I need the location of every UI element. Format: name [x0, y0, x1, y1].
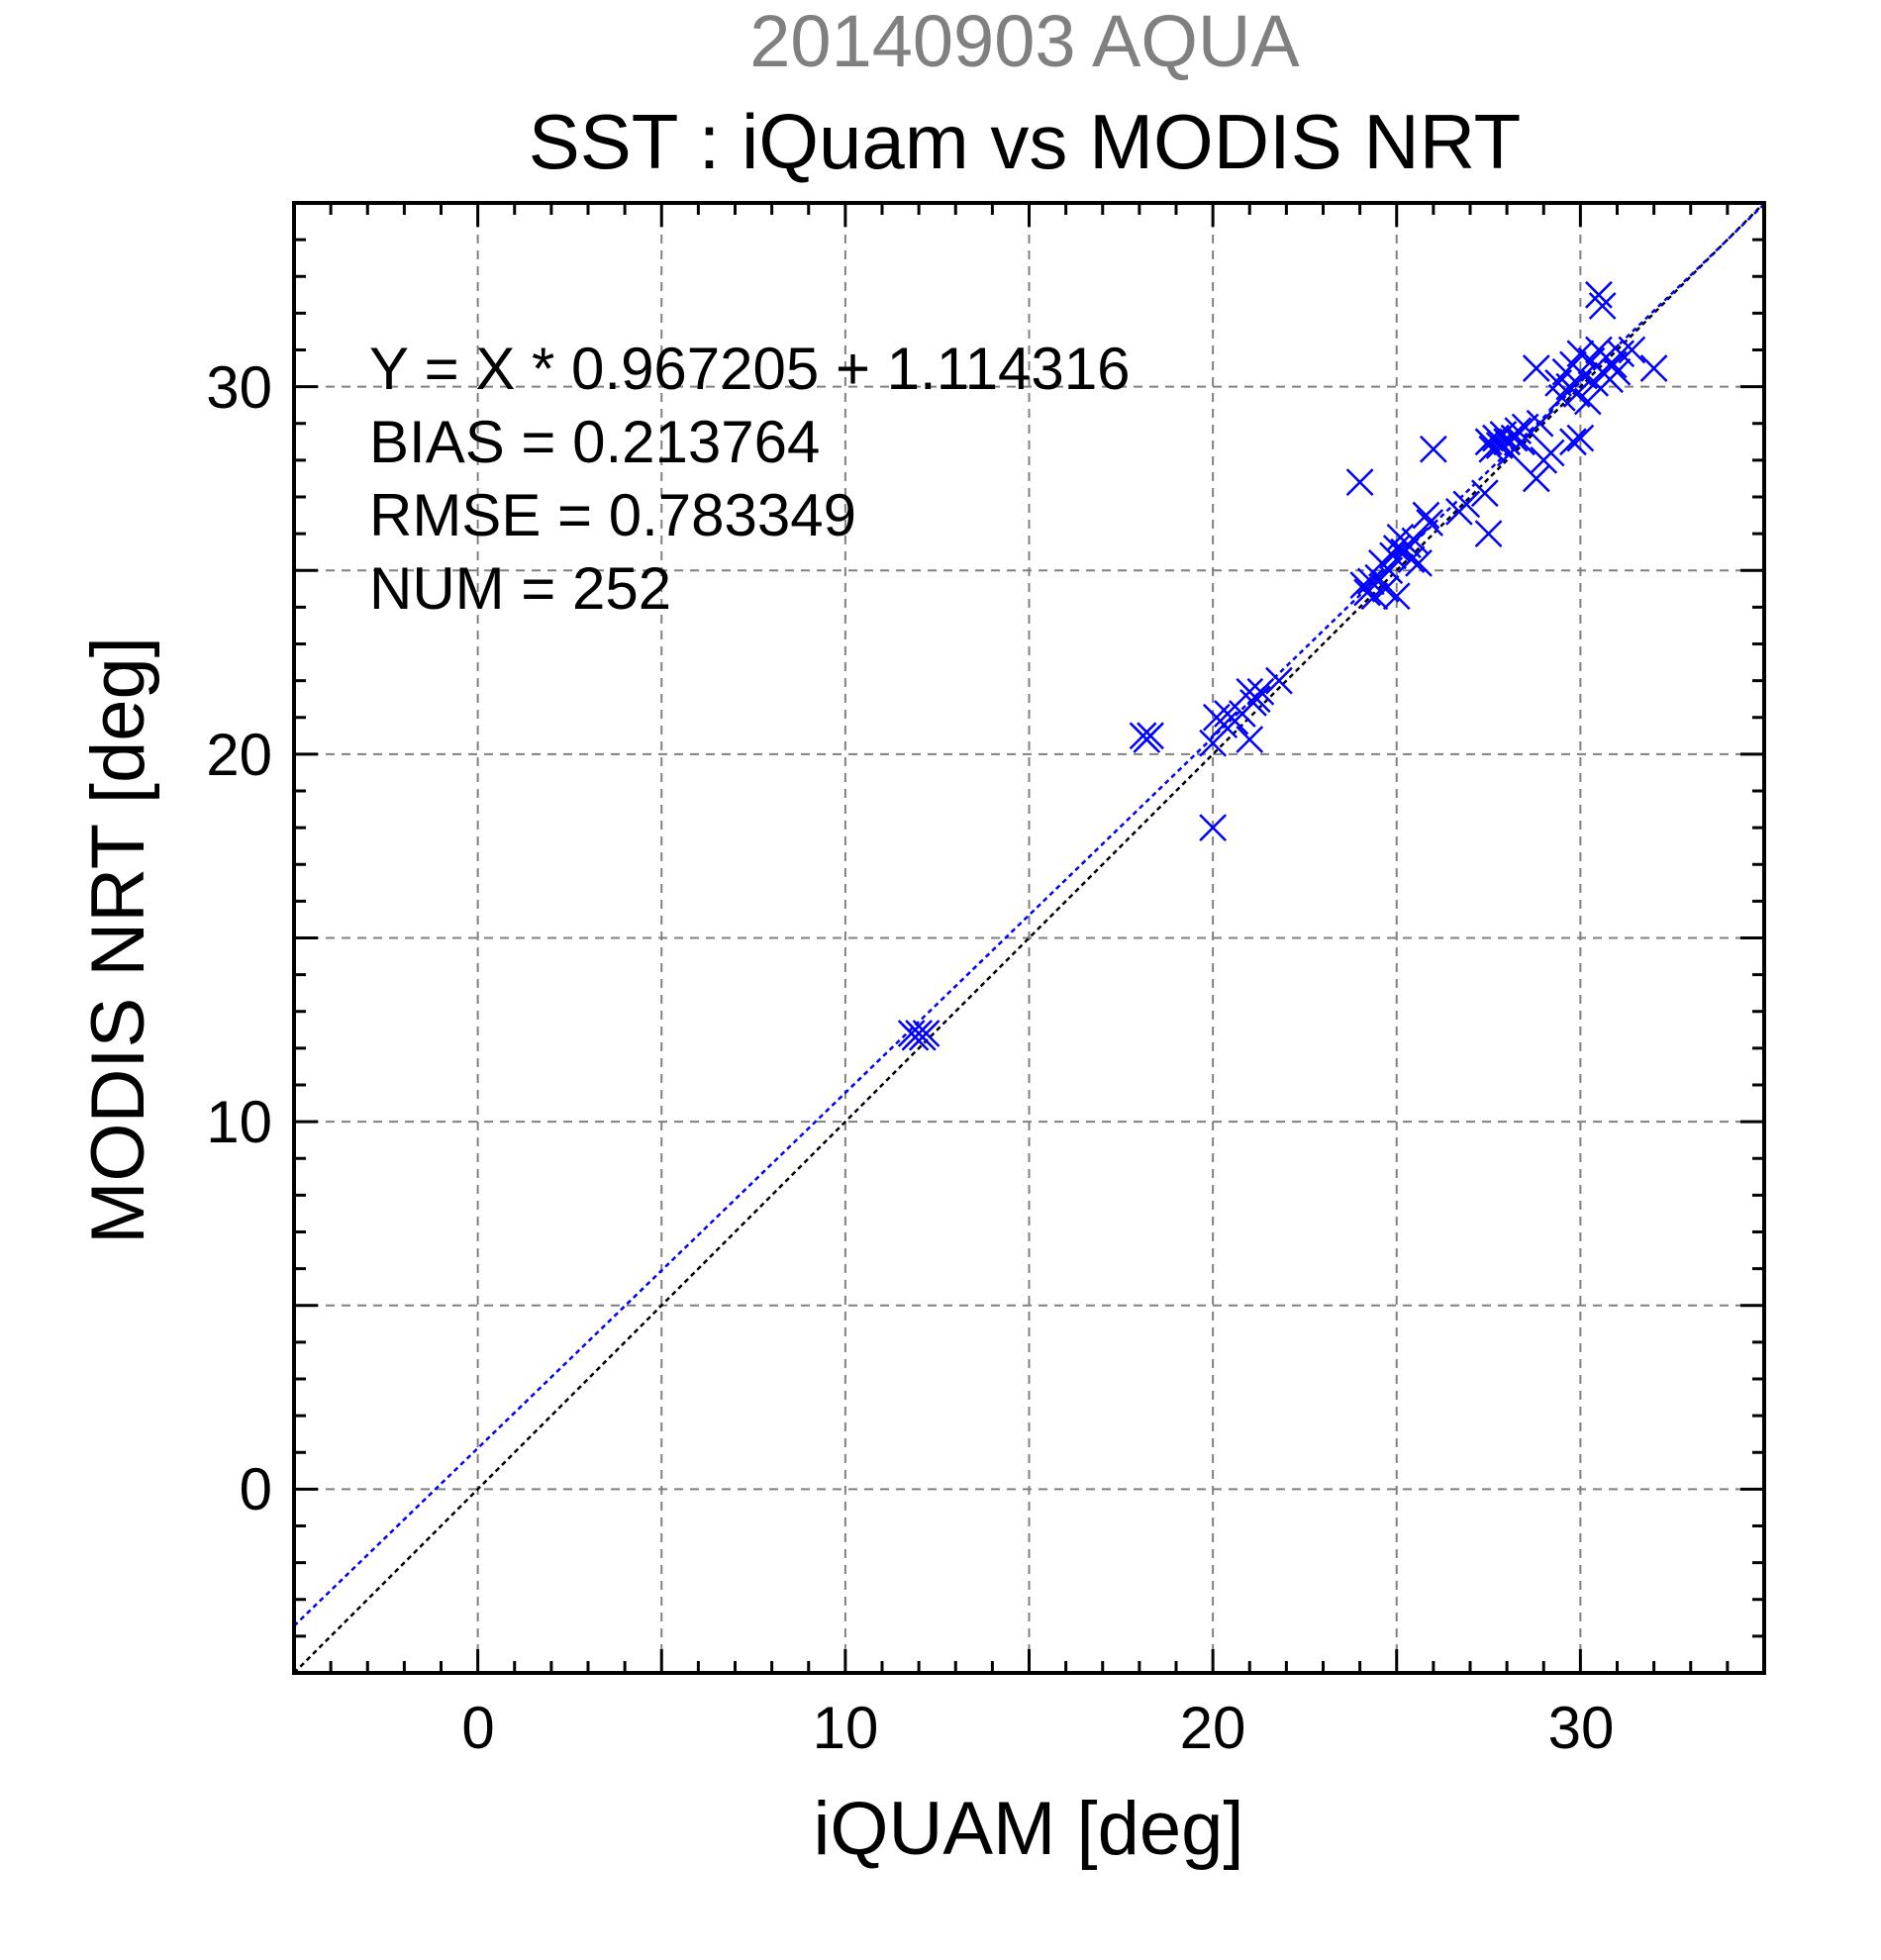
data-point	[1210, 711, 1238, 739]
data-points	[897, 280, 1668, 1051]
rmse-stat: RMSE = 0.783349	[369, 482, 856, 548]
data-point	[1242, 685, 1271, 714]
data-point	[1522, 464, 1550, 493]
stats-box: Y = X * 0.967205 + 1.114316 BIAS = 0.213…	[369, 336, 1130, 622]
data-point	[912, 1020, 940, 1047]
num-stat: NUM = 252	[369, 555, 671, 622]
data-point	[1639, 354, 1668, 382]
data-point	[1603, 357, 1632, 386]
y-tick-label: 0	[240, 1456, 272, 1522]
x-tick-label: 30	[1548, 1695, 1615, 1761]
y-tick-label: 20	[206, 722, 272, 788]
data-point	[1573, 387, 1602, 416]
identity-line	[293, 202, 1765, 1674]
data-point	[1559, 428, 1587, 456]
x-tick-label: 0	[461, 1695, 494, 1761]
data-point	[1265, 666, 1293, 695]
data-point	[1405, 548, 1433, 577]
data-point	[1607, 340, 1635, 368]
data-point	[1536, 439, 1565, 467]
data-point	[1416, 509, 1444, 537]
x-tick-labels: 0 10 20 30	[461, 1695, 1614, 1761]
x-tick-label: 10	[813, 1695, 879, 1761]
data-point	[1526, 409, 1554, 438]
data-point	[1199, 729, 1228, 757]
chart-supertitle: 20140903 AQUA	[749, 0, 1300, 82]
data-point	[1397, 545, 1426, 573]
regression-lines	[293, 202, 1765, 1674]
data-point	[1236, 726, 1264, 753]
fit-equation: Y = X * 0.967205 + 1.114316	[369, 336, 1130, 402]
data-point	[1522, 354, 1550, 382]
grid-lines	[294, 203, 1764, 1673]
data-point	[1345, 468, 1374, 497]
data-point	[1588, 292, 1617, 320]
plot-frame	[292, 201, 1766, 1675]
data-point	[1504, 417, 1533, 445]
data-point	[1566, 424, 1595, 452]
data-point	[1452, 490, 1481, 519]
fit-line	[293, 203, 1765, 1627]
bias-stat: BIAS = 0.213764	[369, 409, 820, 475]
data-point	[1412, 501, 1440, 530]
data-point	[1470, 479, 1499, 508]
data-point	[1199, 814, 1228, 842]
data-point	[1379, 541, 1407, 570]
data-point	[1246, 677, 1275, 706]
x-tick-label: 20	[1180, 1695, 1246, 1761]
data-point	[1382, 582, 1411, 611]
y-tick-label: 10	[206, 1089, 272, 1155]
data-point	[1618, 336, 1646, 364]
data-point	[1474, 520, 1503, 548]
y-tick-labels: 0 10 20 30	[206, 354, 272, 1522]
chart-title: SST : iQuam vs MODIS NRT	[529, 98, 1522, 185]
data-point	[1353, 578, 1381, 607]
data-point	[1478, 435, 1507, 463]
y-axis-label: MODIS NRT [deg]	[76, 637, 160, 1244]
data-point	[1137, 722, 1164, 750]
y-tick-label: 30	[206, 354, 272, 421]
data-point	[1382, 535, 1411, 562]
x-axis-label: iQUAM [deg]	[813, 1787, 1243, 1871]
data-point	[1419, 435, 1447, 463]
data-point	[1585, 280, 1613, 309]
